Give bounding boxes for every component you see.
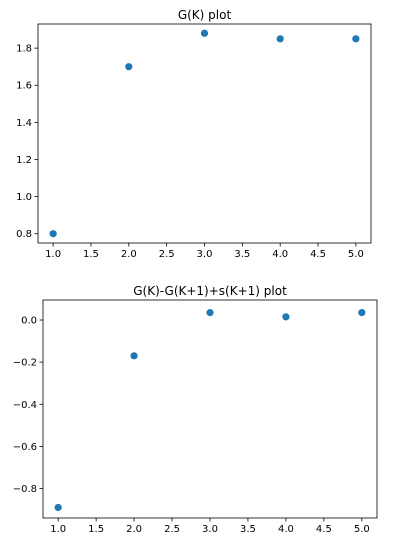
y-tick-label: 1.6 — [16, 81, 32, 92]
x-tick-label: 1.0 — [45, 249, 61, 260]
y-tick-label: 0.0 — [21, 316, 37, 327]
x-tick-label: 4.0 — [272, 249, 288, 260]
x-tick-label: 3.0 — [197, 249, 213, 260]
data-point — [200, 29, 209, 37]
x-tick-label: 5.0 — [354, 524, 370, 535]
data-point — [282, 313, 290, 321]
y-tick-label: 1.4 — [16, 118, 32, 129]
x-tick-label: 3.5 — [234, 249, 250, 260]
data-point — [276, 35, 284, 43]
data-point — [130, 352, 138, 360]
x-tick-label: 4.5 — [316, 524, 332, 535]
x-tick-label: 4.0 — [278, 524, 294, 535]
chart-title: G(K)-G(K+1)+s(K+1) plot — [133, 284, 287, 298]
data-point — [125, 63, 133, 71]
x-tick-label: 2.5 — [164, 524, 180, 535]
data-point — [358, 309, 366, 317]
x-tick-label: 1.5 — [88, 524, 104, 535]
y-tick-label: −0.8 — [13, 484, 37, 495]
x-tick-label: 5.0 — [348, 249, 364, 260]
chart-title: G(K) plot — [178, 8, 232, 22]
y-tick-label: 1.8 — [16, 44, 32, 55]
x-tick-label: 4.5 — [310, 249, 326, 260]
x-tick-label: 2.0 — [121, 249, 137, 260]
chart-2: G(K)-G(K+1)+s(K+1) plot 1.0 1.5 2.0 2.5 3.0 3.… — [13, 284, 378, 535]
y-tick-label: −0.2 — [13, 358, 37, 369]
x-tick-label: 1.0 — [50, 524, 66, 535]
y-tick-label: 1.0 — [16, 192, 32, 203]
chart-1: G(K) plot 1.0 1.5 2.0 2.5 3.0 3.5 4.0 4.5 5.0 0.8 1… — [16, 8, 372, 260]
y-tick-label: 0.8 — [16, 229, 32, 240]
x-tick-label: 3.5 — [240, 524, 256, 535]
x-tick-label: 1.5 — [83, 249, 99, 260]
x-tick-label: 3.0 — [202, 524, 218, 535]
data-point — [206, 309, 214, 317]
x-tick-label: 2.0 — [126, 524, 142, 535]
data-point — [54, 503, 62, 512]
y-tick-label: 1.2 — [16, 155, 32, 166]
y-tick-label: −0.6 — [13, 442, 37, 453]
y-tick-label: −0.4 — [13, 400, 37, 411]
data-point — [352, 35, 360, 43]
x-tick-label: 2.5 — [159, 249, 175, 260]
data-point — [49, 230, 57, 238]
